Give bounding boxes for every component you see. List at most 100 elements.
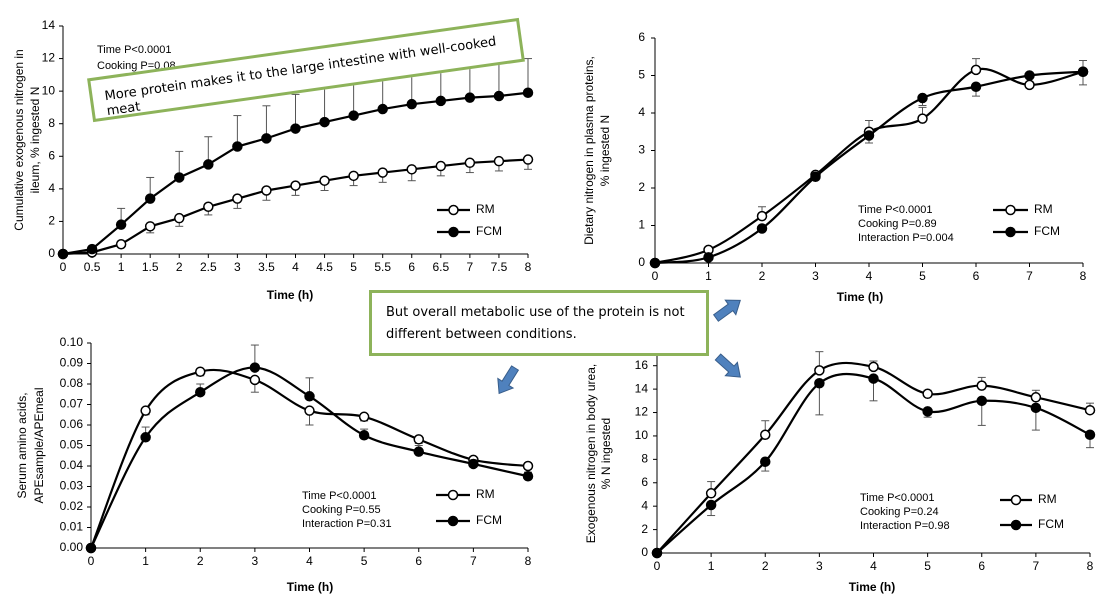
y-tick-label: 4	[641, 498, 648, 512]
x-tick-label: 6.5	[432, 260, 449, 274]
x-tick-label: 4	[306, 554, 313, 568]
data-point	[406, 98, 417, 110]
y-tick-label: 0.06	[60, 417, 84, 431]
y-tick-label: 0.05	[60, 438, 84, 452]
legend-label: RM	[476, 487, 495, 501]
y-tick-label: 12	[635, 405, 649, 419]
data-point	[304, 405, 315, 416]
x-tick-label: 0	[88, 554, 95, 568]
x-tick-label: 2	[762, 559, 769, 573]
y-axis-label: Cumulative exogenous nitrogen in	[12, 49, 26, 230]
x-tick-label: 4	[870, 559, 877, 573]
data-point	[140, 405, 151, 416]
annotation: Time P<0.0001	[97, 44, 172, 56]
y-axis-label: Exogenous nitrogen in body urea,	[584, 364, 598, 543]
legend-marker	[447, 489, 459, 501]
y-axis-label: Serum amino acids,	[15, 392, 29, 498]
legend-marker	[1005, 226, 1016, 238]
annotation: Time P<0.0001	[858, 204, 933, 216]
y-tick-label: 0.04	[60, 458, 84, 472]
data-point	[1084, 429, 1096, 441]
y-axis-label: % N ingested	[599, 418, 613, 489]
legend-marker	[1005, 204, 1016, 216]
y-tick-label: 1	[638, 218, 645, 232]
data-point	[1024, 70, 1035, 81]
y-tick-label: 14	[42, 18, 56, 32]
x-tick-label: 0.5	[84, 260, 101, 274]
legend-marker	[1010, 519, 1022, 531]
data-point	[203, 201, 214, 213]
callout: But overall metabolic use of the protein…	[369, 290, 709, 356]
data-point	[261, 185, 272, 196]
data-point	[464, 157, 476, 169]
data-point	[756, 210, 768, 222]
data-point	[468, 458, 479, 470]
x-tick-label: 4.5	[316, 260, 333, 274]
x-tick-label: 2	[176, 260, 183, 274]
x-tick-label: 8	[1080, 269, 1087, 283]
legend-label: FCM	[476, 513, 502, 527]
legend-marker	[447, 515, 459, 527]
x-tick-label: 4	[292, 260, 299, 274]
y-tick-label: 2	[638, 180, 645, 194]
x-tick-label: 3	[816, 559, 823, 573]
x-tick-label: 8	[1087, 559, 1094, 573]
data-point	[868, 373, 879, 384]
data-point	[377, 103, 388, 115]
y-tick-label: 0	[638, 255, 645, 269]
x-tick-label: 5.5	[374, 260, 391, 274]
legend-marker	[448, 204, 459, 216]
x-tick-label: 3	[234, 260, 241, 274]
data-point	[290, 180, 301, 191]
y-tick-label: 12	[42, 51, 56, 65]
arrows	[497, 299, 741, 395]
x-tick-label: 1	[118, 260, 125, 274]
data-point	[917, 113, 928, 124]
data-point	[348, 110, 359, 121]
data-point	[705, 499, 717, 511]
x-axis-label: Time (h)	[267, 288, 313, 302]
x-tick-label: 4	[866, 269, 873, 283]
x-tick-label: 1.5	[142, 260, 159, 274]
x-axis-label: Time (h)	[287, 580, 333, 594]
x-tick-label: 0	[652, 269, 659, 283]
data-point	[522, 460, 534, 472]
x-tick-label: 1	[705, 269, 712, 283]
data-point	[319, 116, 330, 128]
data-point	[464, 92, 476, 103]
x-tick-label: 8	[525, 260, 532, 274]
x-tick-label: 0	[654, 559, 661, 573]
data-point	[57, 248, 69, 260]
x-tick-label: 6	[415, 554, 422, 568]
y-tick-label: 4	[48, 181, 55, 195]
data-point	[1024, 79, 1035, 91]
series-line	[656, 361, 1091, 554]
legend-label: FCM	[476, 224, 502, 238]
x-tick-label: 8	[525, 554, 532, 568]
x-tick-label: 0	[60, 260, 67, 274]
data-point	[703, 252, 714, 263]
data-point	[435, 95, 447, 107]
x-tick-label: 2	[759, 269, 766, 283]
y-tick-label: 0.03	[60, 479, 84, 493]
data-point	[1030, 392, 1042, 403]
data-point	[174, 172, 185, 183]
data-point	[140, 432, 151, 443]
legend-label: RM	[476, 202, 495, 216]
y-axis-label: APEsample/APEmeal	[32, 387, 46, 503]
data-point	[85, 542, 97, 554]
data-point	[406, 164, 417, 175]
data-point	[814, 378, 825, 389]
x-tick-label: 7	[467, 260, 474, 274]
y-tick-label: 10	[635, 428, 649, 442]
x-tick-label: 6	[973, 269, 980, 283]
data-point	[760, 429, 771, 441]
x-tick-label: 5	[919, 269, 926, 283]
data-point	[493, 90, 505, 102]
data-point	[1084, 404, 1096, 416]
legend-label: RM	[1038, 492, 1057, 506]
data-point	[863, 130, 875, 141]
x-axis-label: Time (h)	[837, 290, 883, 304]
data-point	[976, 395, 987, 407]
data-point	[760, 456, 771, 467]
